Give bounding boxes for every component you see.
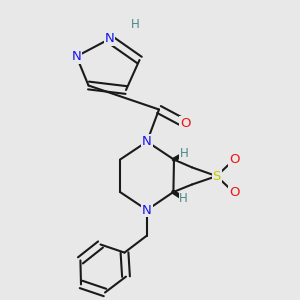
Text: N: N [72,50,81,63]
Text: N: N [142,203,152,217]
Text: H: H [130,17,140,31]
Text: O: O [229,153,239,166]
Text: O: O [180,117,191,130]
Text: H: H [180,147,189,160]
Text: O: O [229,186,239,199]
Text: N: N [105,32,114,46]
Text: H: H [179,192,188,205]
Text: N: N [142,135,152,148]
Text: S: S [212,169,221,183]
